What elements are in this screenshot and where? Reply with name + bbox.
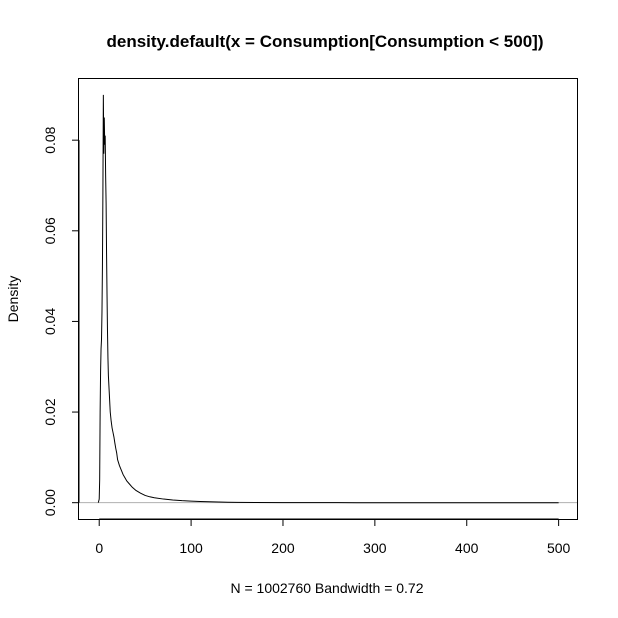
x-tick-label: 400 bbox=[455, 540, 479, 556]
y-tick-label: 0.04 bbox=[42, 308, 58, 335]
x-tick-label: 200 bbox=[271, 540, 295, 556]
plot-box bbox=[78, 78, 578, 520]
chart-title: density.default(x = Consumption[Consumpt… bbox=[107, 32, 544, 51]
x-tick-label: 500 bbox=[547, 540, 571, 556]
x-axis-label: N = 1002760 Bandwidth = 0.72 bbox=[230, 580, 423, 596]
x-axis: 0 100 200 300 400 500 bbox=[95, 518, 571, 556]
y-tick-label: 0.08 bbox=[42, 126, 58, 153]
x-tick-label: 300 bbox=[363, 540, 387, 556]
density-line bbox=[97, 94, 559, 504]
y-axis-label: Density bbox=[5, 276, 21, 323]
y-tick-label: 0.00 bbox=[42, 489, 58, 516]
x-tick-label: 100 bbox=[179, 540, 203, 556]
y-axis: 0.00 0.02 0.04 0.06 0.08 bbox=[42, 126, 80, 516]
x-tick-label: 0 bbox=[95, 540, 103, 556]
y-tick-label: 0.06 bbox=[42, 217, 58, 244]
y-tick-label: 0.02 bbox=[42, 398, 58, 425]
